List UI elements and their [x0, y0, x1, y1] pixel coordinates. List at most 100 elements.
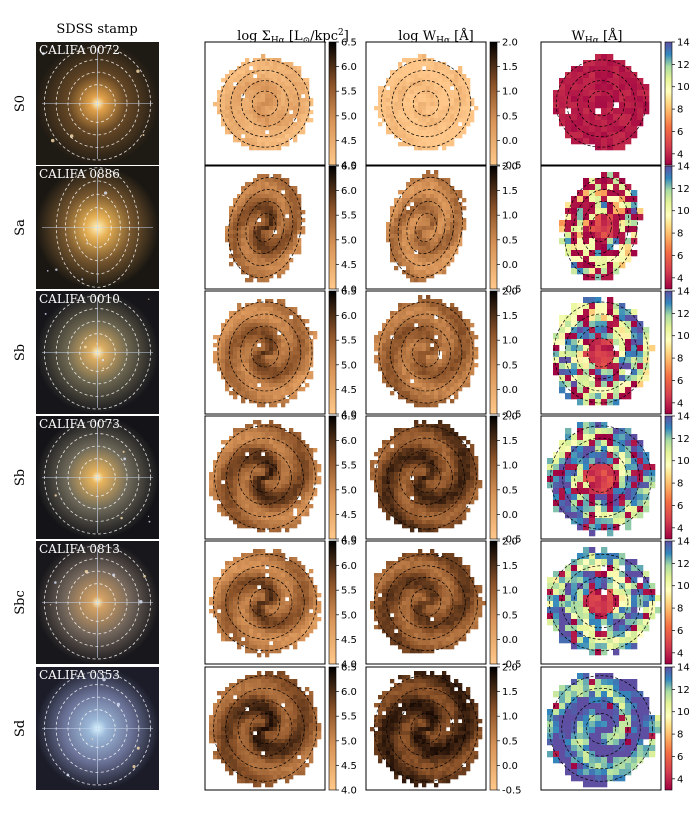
- map-pixel: [277, 516, 282, 521]
- map-pixel: [454, 214, 459, 219]
- map-pixel: [305, 114, 310, 119]
- map-pixel: [442, 492, 447, 497]
- map-pixel: [442, 146, 447, 151]
- aperture-ring: [391, 69, 461, 138]
- map-pixel: [422, 230, 427, 235]
- map-pixel: [281, 440, 286, 445]
- map-pixel: [601, 464, 608, 471]
- map-pixel: [277, 262, 282, 267]
- map-pixel: [390, 359, 395, 364]
- map-pixel: [434, 496, 439, 501]
- map-pixel: [378, 106, 383, 111]
- map-pixel: [589, 309, 596, 316]
- map-pixel: [382, 456, 387, 461]
- map-pixel: [237, 524, 242, 529]
- map-pixel: [293, 395, 298, 400]
- map-pixel: [257, 500, 262, 505]
- colorbar-tick-label: 4.5: [341, 385, 357, 396]
- map-pixel: [221, 339, 226, 344]
- colorbar-tick-label: 4.0: [341, 161, 357, 172]
- map-pixel: [565, 428, 572, 435]
- map-pixel: [589, 90, 596, 97]
- map-pixel: [571, 90, 578, 97]
- map-pixel: [565, 357, 572, 364]
- map-pixel: [458, 456, 463, 461]
- map-pixel: [607, 250, 614, 257]
- map-pixel: [265, 492, 270, 497]
- map-pixel: [466, 480, 471, 485]
- map-pixel: [438, 387, 443, 392]
- map-pixel: [305, 480, 310, 485]
- map-pixel: [454, 218, 459, 223]
- map-pixel: [293, 138, 298, 143]
- colorbar-tick-label: 0.0: [502, 385, 518, 396]
- map-pixel: [442, 359, 447, 364]
- map-pixel: [410, 242, 415, 247]
- map-pixel: [418, 343, 423, 348]
- map-pixel: [233, 476, 238, 481]
- map-pixel: [245, 122, 250, 127]
- map-pixel: [386, 488, 391, 493]
- colorbar-tick-label: 1.0: [502, 461, 518, 472]
- map-pixel: [221, 118, 226, 123]
- map-pixel: [446, 383, 451, 388]
- map-pixel: [565, 78, 572, 85]
- map-pixel: [434, 456, 439, 461]
- map-pixel: [414, 274, 419, 279]
- map-pixel: [273, 106, 278, 111]
- map-pixel: [434, 66, 439, 71]
- map-pixel: [277, 371, 282, 376]
- map-pixel: [607, 84, 614, 91]
- map-pixel: [265, 379, 270, 384]
- map-pixel: [398, 102, 403, 107]
- map-pixel: [390, 351, 395, 356]
- map-pixel: [241, 90, 246, 95]
- sigma-map: 6.56.05.55.04.54.0: [204, 287, 357, 421]
- map-pixel: [269, 319, 274, 324]
- map-pixel: [225, 440, 230, 445]
- map-pixel: [577, 375, 584, 382]
- map-pixel: [414, 126, 419, 131]
- map-pixel: [631, 214, 638, 221]
- map-pixel: [281, 130, 286, 135]
- map-pixel: [426, 480, 431, 485]
- map-pixel: [378, 472, 383, 477]
- map-pixel: [237, 452, 242, 457]
- map-pixel: [625, 126, 632, 133]
- map-pixel: [583, 345, 590, 352]
- map-pixel: [402, 371, 407, 376]
- map-pixel: [402, 359, 407, 364]
- map-pixel: [398, 190, 403, 195]
- map-pixel: [438, 242, 443, 247]
- map-pixel: [446, 440, 451, 445]
- map-pixel: [398, 347, 403, 352]
- map-pixel: [281, 118, 286, 123]
- map-pixel: [382, 98, 387, 103]
- map-pixel: [470, 118, 475, 123]
- map-pixel: [229, 98, 234, 103]
- map-pixel: [265, 238, 270, 243]
- map-pixel: [450, 238, 455, 243]
- map-pixel: [577, 387, 584, 394]
- map-pixel: [571, 238, 578, 245]
- map-pixel: [261, 496, 266, 501]
- map-pixel: [289, 78, 294, 83]
- map-pixel: [454, 456, 459, 461]
- map-pixel: [559, 482, 566, 489]
- map-pixel: [237, 488, 242, 493]
- map-pixel: [245, 214, 250, 219]
- map-pixel: [233, 496, 238, 501]
- map-pixel: [233, 126, 238, 131]
- map-pixel: [273, 448, 278, 453]
- map-pixel: [265, 464, 270, 469]
- map-pixel: [442, 222, 447, 227]
- map-pixel: [462, 90, 467, 95]
- map-pixel: [293, 210, 298, 215]
- map-pixel: [450, 315, 455, 320]
- map-pixel: [571, 363, 578, 370]
- map-pixel: [237, 102, 242, 107]
- map-pixel: [418, 94, 423, 99]
- map-pixel: [253, 194, 258, 199]
- map-pixel: [631, 381, 638, 388]
- map-pixel: [289, 524, 294, 529]
